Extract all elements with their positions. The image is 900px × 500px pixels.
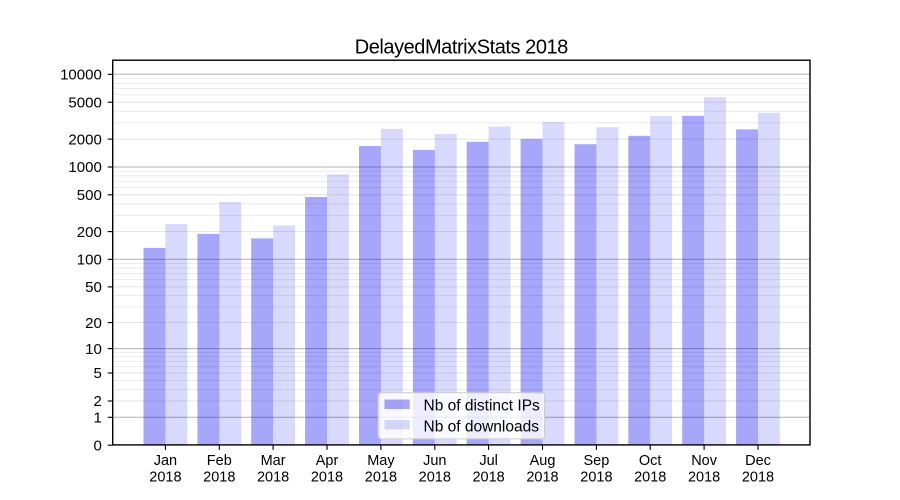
svg-text:2018: 2018 (742, 469, 774, 485)
svg-text:Mar: Mar (261, 453, 286, 469)
svg-text:2018: 2018 (203, 469, 235, 485)
svg-text:500: 500 (77, 187, 102, 204)
svg-text:2018: 2018 (149, 469, 181, 485)
svg-text:20: 20 (85, 315, 102, 332)
svg-text:Jul: Jul (479, 453, 498, 469)
svg-text:5: 5 (93, 365, 101, 382)
svg-text:5000: 5000 (68, 94, 101, 111)
svg-text:2018: 2018 (311, 469, 343, 485)
svg-text:2018: 2018 (688, 469, 720, 485)
svg-text:Jan: Jan (154, 453, 177, 469)
svg-text:100: 100 (77, 252, 102, 269)
svg-text:2018: 2018 (419, 469, 451, 485)
svg-text:2: 2 (93, 393, 101, 410)
svg-text:Apr: Apr (316, 453, 339, 469)
svg-text:Nb of distinct IPs: Nb of distinct IPs (424, 398, 541, 415)
svg-text:DelayedMatrixStats 2018: DelayedMatrixStats 2018 (355, 36, 568, 58)
svg-text:Nb of downloads: Nb of downloads (424, 419, 540, 436)
svg-text:Feb: Feb (207, 453, 232, 469)
svg-text:2018: 2018 (365, 469, 397, 485)
svg-text:2018: 2018 (580, 469, 612, 485)
svg-text:200: 200 (77, 224, 102, 241)
svg-text:10000: 10000 (60, 67, 102, 84)
svg-text:Jun: Jun (423, 453, 446, 469)
svg-text:2000: 2000 (68, 131, 101, 148)
svg-text:Sep: Sep (583, 453, 609, 469)
svg-text:2018: 2018 (472, 469, 504, 485)
svg-text:2018: 2018 (634, 469, 666, 485)
svg-text:Dec: Dec (745, 453, 771, 469)
svg-text:1: 1 (93, 410, 101, 427)
svg-text:1000: 1000 (68, 159, 101, 176)
svg-text:Nov: Nov (691, 453, 718, 469)
svg-text:2018: 2018 (526, 469, 558, 485)
svg-text:50: 50 (85, 279, 102, 296)
svg-text:Aug: Aug (530, 453, 556, 469)
svg-text:May: May (367, 453, 395, 469)
svg-text:0: 0 (93, 437, 101, 454)
svg-text:10: 10 (85, 341, 102, 358)
svg-text:Oct: Oct (639, 453, 662, 469)
svg-text:2018: 2018 (257, 469, 289, 485)
